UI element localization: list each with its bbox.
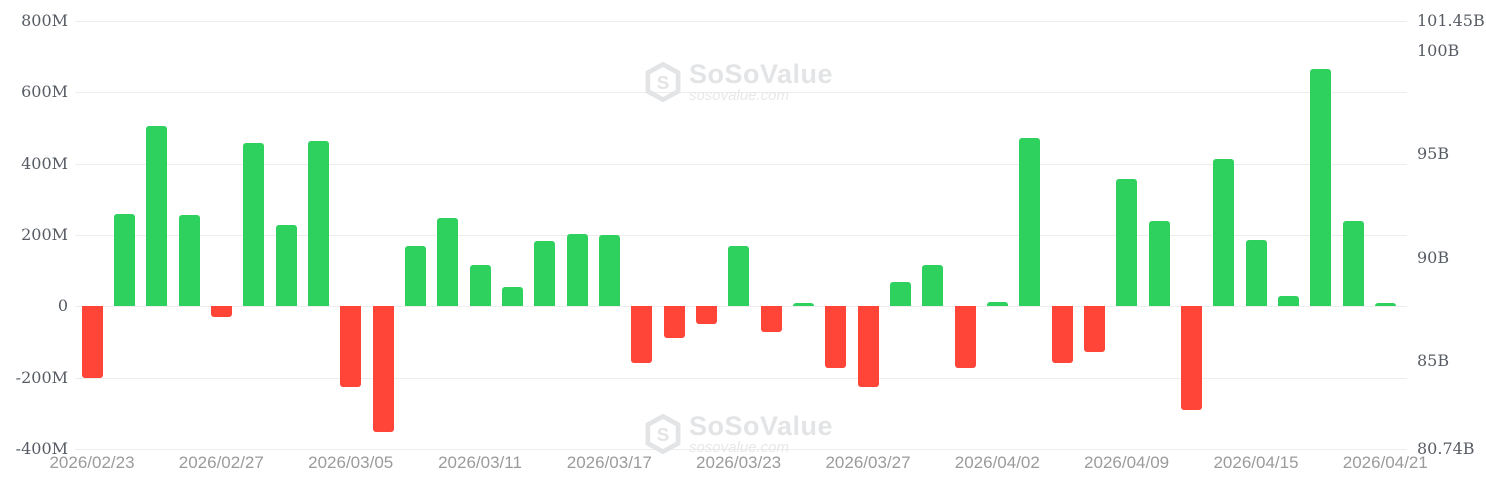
x-axis-label: 2026/03/11: [438, 453, 522, 472]
outflow-bar[interactable]: [340, 306, 362, 388]
outflow-bar[interactable]: [631, 306, 653, 364]
inflow-bar[interactable]: [1342, 220, 1364, 307]
inflow-bar[interactable]: [986, 302, 1008, 307]
x-axis-label: 2026/03/17: [566, 453, 652, 472]
y-axis-label-left: 0: [57, 296, 68, 316]
x-axis-label: 2026/03/05: [308, 453, 394, 472]
y-axis-label-right: 101.45B: [1417, 11, 1485, 30]
inflow-bar[interactable]: [469, 265, 491, 307]
y-axis-label-left: -200M: [15, 367, 68, 387]
watermark-domain: sosovalue.com: [688, 87, 790, 104]
y-axis-label-right: 95B: [1417, 144, 1450, 164]
inflow-bar[interactable]: [501, 287, 523, 307]
watermark-brand: SoSoValue: [688, 411, 834, 441]
outflow-bar[interactable]: [954, 306, 976, 369]
inflow-bar[interactable]: [146, 125, 168, 307]
inflow-bar[interactable]: [307, 140, 329, 307]
inflow-bar[interactable]: [1148, 220, 1170, 307]
inflow-bar[interactable]: [1019, 137, 1041, 307]
outflow-bar[interactable]: [695, 306, 717, 325]
x-axis-label: 2026/02/23: [49, 453, 135, 472]
y-axis-label-left: 600M: [21, 82, 68, 102]
y-axis-label-left: 400M: [21, 153, 68, 173]
x-axis-label: 2026/04/15: [1213, 453, 1299, 472]
y-axis-label-left: 200M: [21, 225, 68, 244]
outflow-bar[interactable]: [857, 306, 879, 388]
inflow-bar[interactable]: [598, 235, 620, 307]
outflow-bar[interactable]: [825, 306, 847, 369]
y-axis-label-right: 80.74B: [1417, 439, 1475, 458]
x-axis-label: 2026/02/27: [178, 453, 264, 472]
outflow-bar[interactable]: [1051, 306, 1073, 364]
x-axis-label: 2026/04/21: [1342, 453, 1428, 472]
outflow-bar[interactable]: [81, 306, 103, 378]
x-axis-label: 2026/04/09: [1084, 453, 1170, 472]
outflow-bar[interactable]: [372, 306, 394, 433]
inflow-bar[interactable]: [1310, 69, 1332, 307]
inflow-bar[interactable]: [889, 282, 911, 307]
inflow-bar[interactable]: [404, 246, 426, 307]
sosovalue-logo-icon: S: [645, 414, 681, 454]
svg-text:S: S: [657, 424, 670, 445]
y-axis-label-left: 800M: [21, 11, 68, 30]
inflow-bar[interactable]: [792, 302, 814, 307]
inflow-bar[interactable]: [113, 214, 135, 307]
outflow-bar[interactable]: [1083, 306, 1105, 352]
gridline: [75, 21, 1407, 22]
outflow-bar[interactable]: [210, 306, 232, 317]
inflow-bar[interactable]: [437, 217, 459, 307]
gridline: [75, 235, 1407, 236]
outflow-bar[interactable]: [663, 306, 685, 339]
gridline: [75, 92, 1407, 94]
inflow-bar[interactable]: [1277, 296, 1299, 307]
inflow-bar[interactable]: [178, 215, 200, 307]
y-axis-label-left: -400M: [15, 439, 68, 458]
y-axis-label-right: 100B: [1417, 41, 1460, 60]
x-axis-label: 2026/04/02: [954, 453, 1040, 472]
inflow-bar[interactable]: [922, 265, 944, 307]
sosovalue-logo-icon: S: [645, 62, 681, 102]
gridline: [75, 449, 1407, 450]
gridline: [75, 377, 1407, 379]
outflow-bar[interactable]: [1180, 306, 1202, 411]
gridline: [75, 163, 1407, 165]
inflow-bar[interactable]: [728, 246, 750, 307]
inflow-bar[interactable]: [1116, 178, 1138, 307]
inflow-bar[interactable]: [1245, 239, 1267, 307]
x-axis-label: 2026/03/27: [825, 453, 911, 472]
gridline: [75, 306, 1407, 308]
watermark-top: S SoSoValue sosovalue.com: [645, 61, 833, 103]
inflow-bar[interactable]: [275, 225, 297, 307]
svg-text:S: S: [657, 72, 670, 93]
outflow-bar[interactable]: [760, 306, 782, 333]
inflow-bar[interactable]: [566, 233, 588, 307]
inflow-bar[interactable]: [243, 142, 265, 307]
inflow-bar[interactable]: [1374, 302, 1396, 307]
y-axis-label-right: 85B: [1417, 351, 1450, 370]
inflow-bar[interactable]: [1213, 158, 1235, 307]
y-axis-label-right: 90B: [1417, 247, 1450, 267]
inflow-bar[interactable]: [534, 241, 556, 307]
x-axis-label: 2026/03/23: [696, 453, 782, 472]
watermark-brand: SoSoValue: [688, 59, 834, 89]
